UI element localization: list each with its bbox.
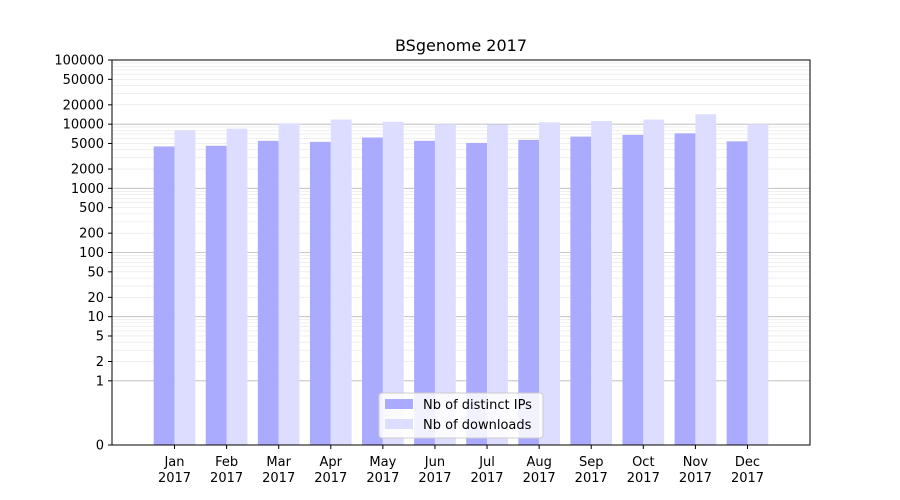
x-tick-label-year: 2017 [523,471,556,486]
y-tick-label: 100 [79,246,104,261]
y-tick-label: 20000 [63,98,104,113]
legend-label: Nb of downloads [423,418,532,433]
legend: Nb of distinct IPs Nb of downloads [378,392,544,439]
x-tick-label-year: 2017 [731,471,764,486]
legend-box [378,392,544,439]
bar-distinct-ips [153,146,175,445]
x-tick-label-month: Nov [683,455,709,470]
y-tick-label: 2000 [71,163,104,178]
bar-distinct-ips [570,136,592,445]
x-tick-label-year: 2017 [627,471,660,486]
bar-downloads [174,130,196,445]
legend-swatch [385,419,413,429]
x-tick-label-month: Apr [320,455,343,470]
bar-downloads [539,122,560,446]
bar-downloads [226,128,248,445]
bar-distinct-ips [518,139,540,445]
x-tick-label-month: Feb [215,455,238,470]
x-tick-label-month: Jan [163,455,184,470]
y-tick-label: 50 [87,265,104,280]
bar-distinct-ips [466,142,488,445]
bar-distinct-ips [362,137,383,445]
x-tick-label-year: 2017 [262,471,295,486]
x-tick-label-year: 2017 [158,471,191,486]
x-tick-label-year: 2017 [366,471,399,486]
bar-downloads [382,121,404,445]
bar-downloads [591,121,613,445]
y-axis: 0 1 2 5 10 20 50 100 200 500 1000 2000 5000 10000 2000… [54,54,112,454]
bar-distinct-ips [674,133,696,445]
plot-frame [111,59,811,446]
bar-distinct-ips [726,141,748,445]
bar-downloads [643,119,665,446]
bar-distinct-ips [205,145,227,445]
y-tick-label: 5 [96,329,104,344]
y-tick-label: 200 [79,227,104,242]
y-tick-label: 1000 [71,182,104,197]
bar-distinct-ips [309,141,331,446]
bar-downloads [434,124,456,446]
x-tick-label-month: Sep [579,455,604,470]
y-tick-label: 100000 [54,54,104,69]
x-tick-label-year: 2017 [314,471,347,486]
bars [153,114,769,446]
chart-title: BSgenome 2017 [395,36,527,55]
y-tick-label: 5000 [71,137,104,152]
x-tick-label-year: 2017 [210,471,243,486]
bar-downloads [747,124,769,446]
y-tick-label: 50000 [63,73,104,88]
y-tick-label: 500 [79,201,104,216]
x-tick-label-month: Jun [424,455,445,470]
x-tick-label-month: Mar [266,455,291,470]
y-tick-label: 0 [96,439,104,454]
bar-downloads [278,123,300,445]
y-tick-label: 10000 [63,118,104,133]
x-tick-label-month: Jul [478,455,495,470]
legend-swatch [385,399,413,409]
x-axis: Jan2017Feb2017Mar2017Apr2017May2017Jun20… [158,445,764,486]
x-tick-label-month: Dec [735,455,760,470]
x-tick-label-year: 2017 [575,471,608,486]
y-tick-label: 10 [87,310,104,325]
bar-distinct-ips [257,140,279,445]
x-tick-label-month: Aug [526,455,551,470]
y-tick-label: 2 [96,355,104,370]
bar-downloads [487,124,508,445]
legend-label: Nb of distinct IPs [423,398,532,413]
bar-distinct-ips [414,140,435,445]
bar-distinct-ips [622,134,644,446]
x-tick-label-year: 2017 [470,471,503,486]
y-tick-label: 1 [96,374,104,389]
x-tick-label-year: 2017 [418,471,451,486]
bar-downloads [695,114,717,445]
x-tick-label-month: Oct [632,455,654,470]
bar-downloads [330,119,352,446]
x-tick-label-month: May [369,455,396,470]
x-tick-label-year: 2017 [679,471,712,486]
y-tick-label: 20 [87,291,104,306]
